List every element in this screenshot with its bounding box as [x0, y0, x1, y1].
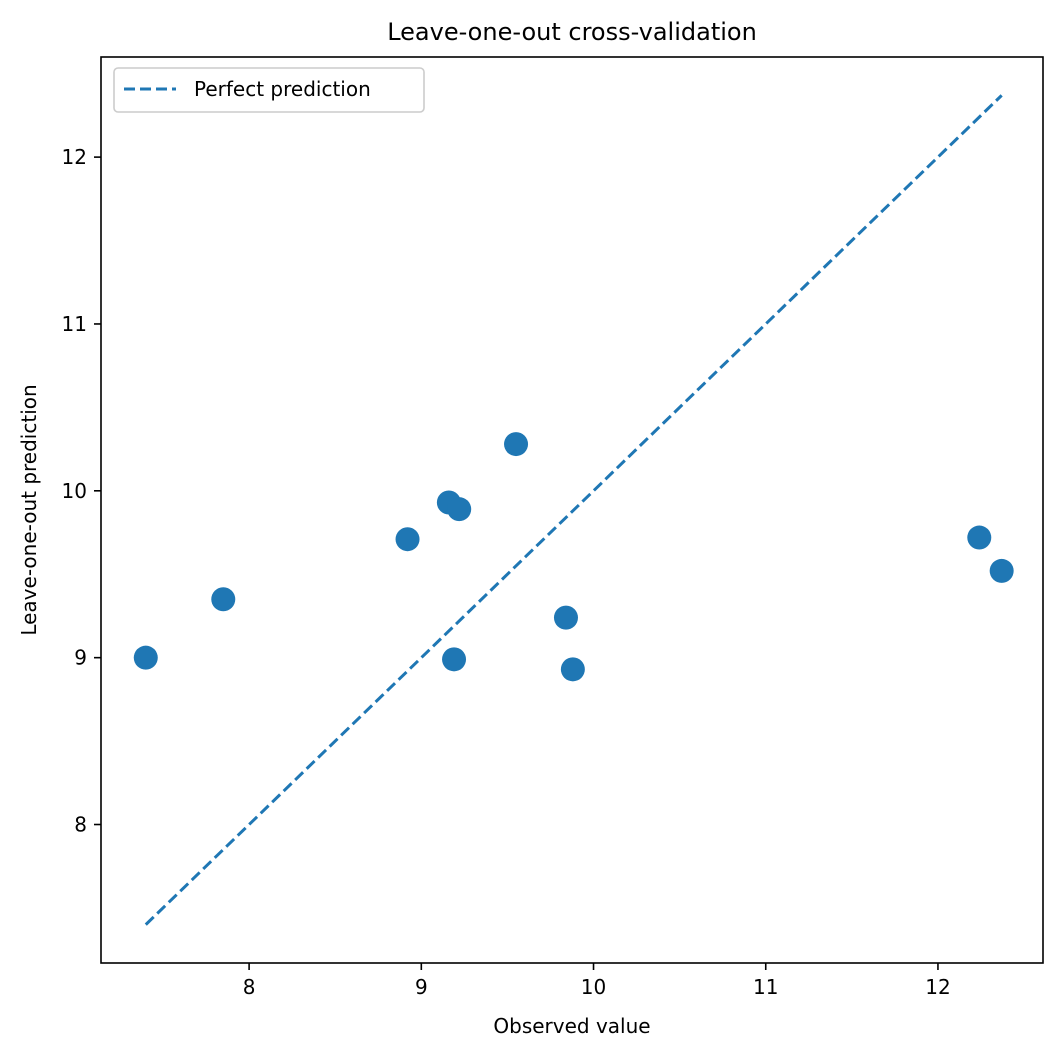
x-axis-label: Observed value [493, 1014, 650, 1038]
scatter-point [211, 587, 236, 612]
y-axis-label: Leave-one-out prediction [17, 384, 41, 635]
scatter-point [967, 525, 992, 550]
x-tick-label: 9 [415, 975, 428, 999]
scatter-point [989, 558, 1014, 583]
x-axis: 8 9 10 11 12 [243, 963, 951, 999]
y-tick-label: 12 [62, 145, 87, 169]
legend: Perfect prediction [113, 67, 425, 113]
scatter-point [447, 497, 472, 522]
chart-title: Leave-one-out cross-validation [387, 18, 757, 46]
scatter-point [133, 645, 158, 670]
y-tick-label: 8 [74, 813, 87, 837]
scatter-point [504, 432, 529, 457]
scatter-point [395, 527, 420, 552]
legend-label: Perfect prediction [194, 77, 371, 101]
y-tick-label: 10 [62, 479, 87, 503]
plot-area [133, 94, 1014, 926]
y-axis: 8 9 10 11 12 [62, 145, 101, 837]
x-tick-label: 12 [925, 975, 950, 999]
scatter-point [553, 605, 578, 630]
scatter-point [560, 657, 585, 682]
legend-box [113, 67, 425, 113]
y-tick-label: 9 [74, 646, 87, 670]
axes-frame [100, 56, 1044, 964]
perfect-prediction-line [144, 94, 1003, 926]
y-tick-label: 11 [62, 312, 87, 336]
x-tick-label: 11 [753, 975, 778, 999]
x-tick-label: 10 [581, 975, 606, 999]
x-tick-label: 8 [243, 975, 256, 999]
scatter-point [442, 647, 467, 672]
